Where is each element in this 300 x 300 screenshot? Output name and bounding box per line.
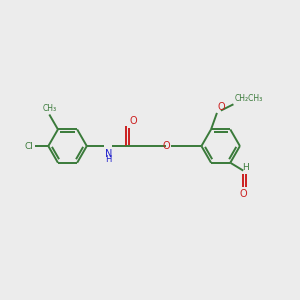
Text: O: O (218, 102, 225, 112)
Text: CH₃: CH₃ (43, 104, 57, 113)
Text: O: O (162, 141, 170, 151)
Text: O: O (240, 189, 248, 200)
Text: H: H (105, 155, 111, 164)
Text: Cl: Cl (25, 142, 34, 151)
Text: O: O (129, 116, 137, 126)
Text: H: H (242, 163, 249, 172)
Text: CH₂CH₃: CH₂CH₃ (234, 94, 262, 103)
Text: N: N (105, 149, 112, 159)
